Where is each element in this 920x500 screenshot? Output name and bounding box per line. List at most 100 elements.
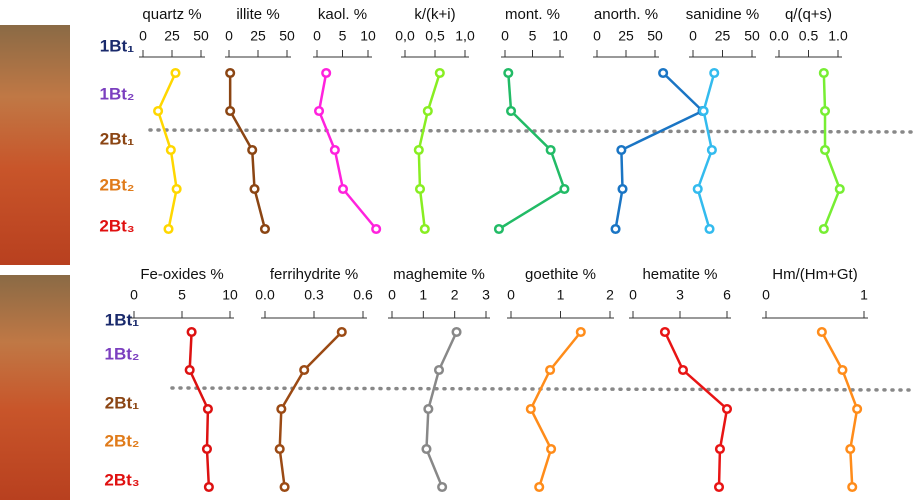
- x-tick-label: 3: [482, 287, 490, 303]
- x-tick-label: 0,5: [425, 28, 445, 44]
- data-point: [506, 105, 517, 117]
- x-tick-label: 1,0: [455, 28, 475, 44]
- data-point: [659, 326, 671, 338]
- x-tick-label: 25: [164, 28, 180, 44]
- horizon-label: 1Bt₂: [100, 84, 135, 103]
- chart-title: goethite %: [525, 266, 596, 283]
- data-point: [713, 481, 725, 493]
- data-point: [276, 403, 287, 415]
- data-point: [706, 144, 717, 156]
- data-point: [171, 183, 182, 195]
- x-tick-label: 0.0: [255, 287, 275, 303]
- data-point: [313, 105, 325, 117]
- soil-photo: [0, 275, 70, 500]
- chart-title: q/(q+s): [785, 6, 832, 23]
- x-tick-label: 1: [860, 287, 868, 303]
- data-point: [413, 144, 424, 156]
- data-point: [419, 223, 430, 235]
- chart-title: sanidine %: [686, 6, 759, 23]
- x-tick-label: 0.5: [799, 28, 819, 44]
- horizon-label: 2Bt₁: [105, 393, 139, 412]
- x-tick-label: 10: [360, 28, 376, 44]
- data-point: [421, 443, 432, 455]
- x-tick-label: 0: [689, 28, 697, 44]
- x-tick-label: 50: [744, 28, 760, 44]
- chart-title: k/(k+i): [414, 6, 455, 23]
- x-tick-label: 0.6: [353, 287, 373, 303]
- chart-title: Fe-oxides %: [140, 266, 223, 283]
- data-line: [317, 72, 378, 230]
- x-tick-label: 0,0: [395, 28, 415, 44]
- x-tick-label: 25: [715, 28, 731, 44]
- x-tick-label: 0: [762, 287, 770, 303]
- data-point: [184, 364, 195, 376]
- horizon-label: 1Bt₂: [105, 344, 140, 363]
- x-tick-label: 5: [339, 28, 347, 44]
- data-point: [337, 183, 349, 195]
- chart-title: illite %: [236, 6, 279, 23]
- data-point: [336, 326, 347, 338]
- data-point: [165, 144, 176, 156]
- data-point: [434, 67, 445, 79]
- x-tick-label: 1.0: [828, 28, 848, 44]
- chart-title: anorth. %: [594, 6, 658, 23]
- data-point: [525, 403, 536, 415]
- soil-photo: [0, 25, 70, 265]
- data-point: [852, 403, 863, 415]
- x-tick-label: 5: [529, 28, 537, 44]
- data-point: [493, 223, 505, 235]
- data-point: [818, 223, 829, 235]
- data-point: [203, 481, 214, 493]
- data-line: [663, 331, 729, 488]
- data-point: [616, 144, 627, 156]
- data-point: [371, 223, 382, 235]
- chart-title: mont. %: [505, 6, 560, 23]
- data-point: [658, 67, 669, 79]
- horizon-label: 2Bt₂: [100, 175, 135, 194]
- x-tick-label: 0: [225, 28, 233, 44]
- data-point: [545, 144, 556, 156]
- data-point: [559, 183, 570, 195]
- data-point: [321, 67, 332, 79]
- data-point: [153, 105, 164, 117]
- x-tick-label: 5: [178, 287, 186, 303]
- data-point: [201, 443, 213, 455]
- x-tick-label: 50: [279, 28, 295, 44]
- data-point: [677, 364, 689, 376]
- data-point: [834, 183, 845, 195]
- data-point: [721, 403, 733, 415]
- data-point: [545, 364, 556, 376]
- chart-title: maghemite %: [393, 266, 485, 283]
- data-point: [503, 67, 514, 79]
- data-point: [617, 183, 628, 195]
- data-point: [818, 67, 829, 79]
- data-point: [546, 443, 557, 455]
- data-point: [163, 223, 174, 235]
- chart-title: quartz %: [142, 6, 201, 23]
- x-tick-label: 0: [501, 28, 509, 44]
- data-point: [202, 403, 213, 415]
- x-tick-label: 0.0: [769, 28, 789, 44]
- x-tick-label: 10: [552, 28, 568, 44]
- data-point: [704, 223, 715, 235]
- data-point: [247, 144, 258, 156]
- data-point: [249, 183, 260, 195]
- x-tick-label: 2: [606, 287, 614, 303]
- data-point: [819, 105, 831, 117]
- horizon-label: 2Bt₂: [105, 431, 140, 450]
- horizon-label: 1Bt₁: [105, 310, 139, 329]
- x-tick-label: 0: [507, 287, 515, 303]
- horizon-label: 2Bt₁: [100, 129, 134, 148]
- data-point: [329, 144, 340, 156]
- x-tick-label: 10: [222, 287, 238, 303]
- x-tick-label: 0: [313, 28, 321, 44]
- x-tick-label: 6: [723, 287, 731, 303]
- x-tick-label: 0: [388, 287, 396, 303]
- data-point: [698, 105, 709, 117]
- data-line: [820, 331, 859, 488]
- data-point: [225, 105, 236, 117]
- x-tick-label: 0: [593, 28, 601, 44]
- data-point: [274, 443, 285, 455]
- data-point: [816, 326, 827, 338]
- data-point: [819, 144, 831, 156]
